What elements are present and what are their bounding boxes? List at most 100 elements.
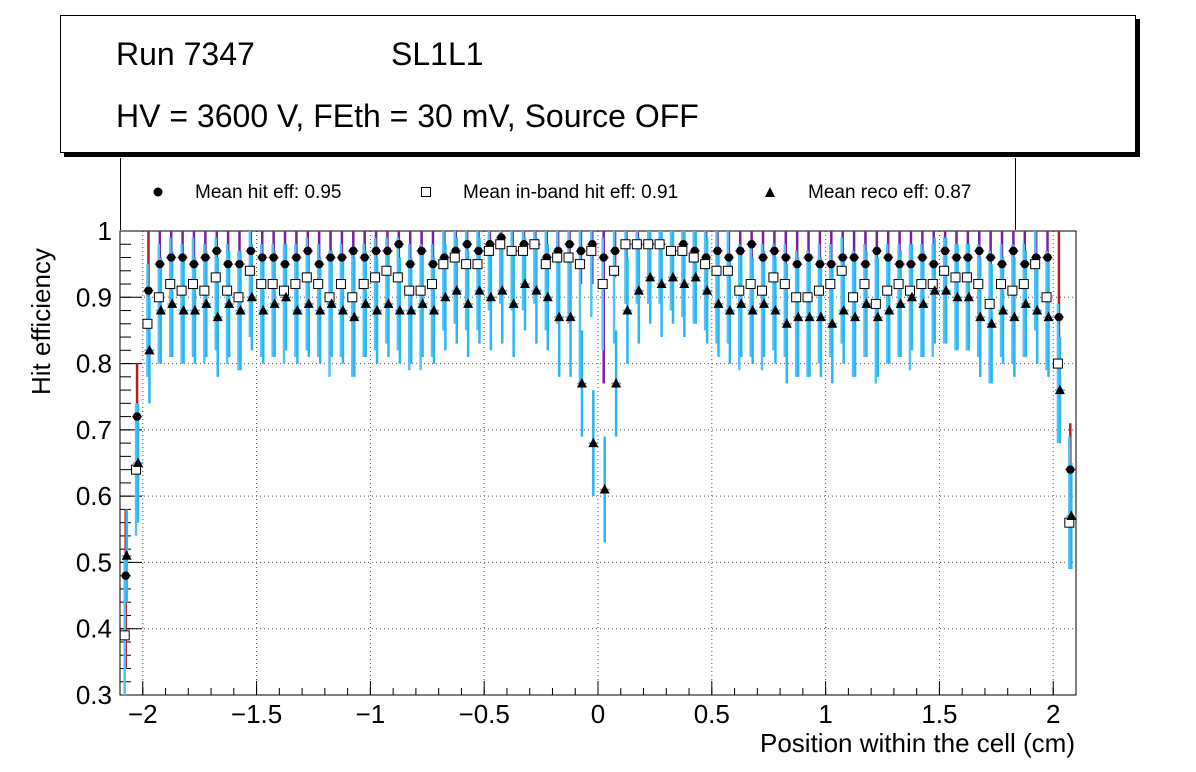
inband-eff-point bbox=[290, 279, 301, 290]
hit-eff-point bbox=[383, 246, 392, 256]
reco-eff-point bbox=[724, 305, 735, 315]
inband-eff-point bbox=[745, 279, 756, 290]
inband-eff-point bbox=[222, 285, 233, 296]
x-tick-label: −1.5 bbox=[231, 699, 282, 729]
inband-eff-point bbox=[506, 245, 517, 256]
reco-eff-point bbox=[428, 305, 439, 315]
reco-eff-point bbox=[417, 298, 428, 308]
inband-eff-point bbox=[461, 259, 472, 270]
hit-eff-point bbox=[1066, 465, 1075, 474]
hit-eff-point bbox=[576, 246, 586, 256]
reco-eff-point bbox=[235, 305, 246, 315]
x-axis-title: Position within the cell (cm) bbox=[760, 728, 1075, 758]
hit-eff-point bbox=[1054, 312, 1064, 322]
hit-eff-point bbox=[394, 240, 404, 249]
inband-eff-point bbox=[119, 630, 130, 641]
reco-eff-point bbox=[565, 311, 576, 322]
hit-eff-point bbox=[292, 253, 301, 262]
reco-eff-point bbox=[1066, 510, 1077, 521]
reco-eff-point bbox=[383, 298, 394, 308]
reco-eff-point bbox=[622, 305, 633, 315]
inband-eff-point bbox=[518, 245, 529, 256]
inband-eff-point bbox=[563, 252, 574, 263]
reco-eff-point bbox=[998, 305, 1009, 315]
inband-eff-point bbox=[313, 279, 324, 290]
hit-eff-point bbox=[314, 259, 324, 269]
hit-eff-point bbox=[132, 412, 142, 421]
hit-eff-point bbox=[975, 246, 984, 256]
legend-triangle-marker bbox=[765, 187, 775, 197]
x-tick-label: 1.5 bbox=[921, 699, 957, 729]
reco-eff-point bbox=[360, 298, 371, 308]
inband-eff-point bbox=[961, 272, 972, 283]
reco-eff-point bbox=[736, 298, 747, 308]
legend-hit: Mean hit eff: 0.95 bbox=[195, 182, 342, 203]
hit-eff-point bbox=[952, 253, 961, 262]
reco-eff-point bbox=[599, 484, 610, 494]
reco-eff-point bbox=[167, 298, 178, 308]
reco-eff-point bbox=[952, 291, 963, 302]
reco-eff-point bbox=[155, 305, 166, 315]
inband-eff-point bbox=[529, 239, 540, 250]
grid bbox=[120, 231, 1076, 695]
inband-eff-point bbox=[722, 265, 733, 276]
reco-eff-point bbox=[667, 271, 678, 282]
inband-eff-point bbox=[643, 239, 654, 250]
inband-eff-point bbox=[233, 292, 244, 303]
y-tick-label: 0.9 bbox=[76, 282, 112, 312]
reco-eff-point bbox=[770, 305, 781, 315]
inband-eff-point bbox=[768, 272, 779, 283]
inband-eff-point bbox=[540, 259, 551, 270]
hit-eff-point bbox=[713, 246, 722, 256]
hit-eff-point bbox=[462, 240, 472, 249]
reco-eff-point bbox=[793, 311, 804, 322]
hit-eff-point bbox=[815, 259, 825, 269]
inband-eff-point bbox=[597, 279, 608, 290]
reco-eff-point bbox=[815, 311, 826, 322]
reco-eff-point bbox=[246, 291, 257, 302]
inband-eff-point bbox=[438, 259, 449, 270]
inband-eff-point bbox=[256, 279, 267, 290]
hit-eff-point bbox=[565, 240, 574, 249]
axis-ticks bbox=[119, 230, 1077, 696]
inband-eff-point bbox=[927, 279, 938, 290]
hit-eff-point bbox=[258, 253, 267, 262]
reco-eff-point bbox=[121, 550, 132, 560]
reco-eff-point bbox=[337, 305, 348, 315]
reco-eff-point bbox=[212, 311, 223, 322]
reco-eff-point bbox=[485, 291, 496, 302]
reco-eff-point bbox=[633, 285, 644, 295]
hit-eff-point bbox=[758, 253, 768, 262]
hit-eff-point bbox=[963, 253, 973, 262]
inband-eff-point bbox=[859, 279, 870, 290]
reco-eff-point bbox=[906, 291, 917, 302]
reco-eff-point bbox=[986, 318, 997, 328]
hit-eff-point bbox=[986, 253, 995, 262]
reco-eff-point bbox=[759, 298, 770, 308]
x-tick-label: −0.5 bbox=[459, 699, 510, 729]
reco-eff-point bbox=[1054, 384, 1065, 395]
inband-eff-point bbox=[267, 279, 278, 290]
inband-eff-point bbox=[916, 279, 927, 290]
reco-eff-point bbox=[679, 278, 690, 289]
inband-eff-point bbox=[1052, 358, 1063, 369]
reco-eff-point bbox=[872, 311, 883, 322]
inband-eff-point bbox=[665, 245, 676, 256]
legend-circle-marker bbox=[153, 187, 163, 197]
hit-eff-point bbox=[827, 259, 836, 269]
reco-eff-point bbox=[451, 285, 462, 295]
inband-eff-point bbox=[870, 298, 881, 309]
reco-eff-point bbox=[804, 311, 815, 322]
inband-eff-point bbox=[813, 285, 824, 296]
reco-eff-point bbox=[144, 344, 155, 355]
hit-eff-point bbox=[121, 571, 130, 580]
y-tick-label: 0.4 bbox=[76, 614, 112, 644]
reco-eff-point bbox=[1043, 311, 1054, 322]
reco-eff-point bbox=[713, 298, 724, 308]
hit-eff-point bbox=[781, 253, 790, 262]
inband-eff-point bbox=[199, 285, 210, 296]
inband-eff-point bbox=[449, 252, 460, 263]
x-tick-label: 2 bbox=[1046, 699, 1060, 729]
reco-eff-point bbox=[895, 298, 906, 308]
inband-eff-point bbox=[1030, 259, 1041, 270]
